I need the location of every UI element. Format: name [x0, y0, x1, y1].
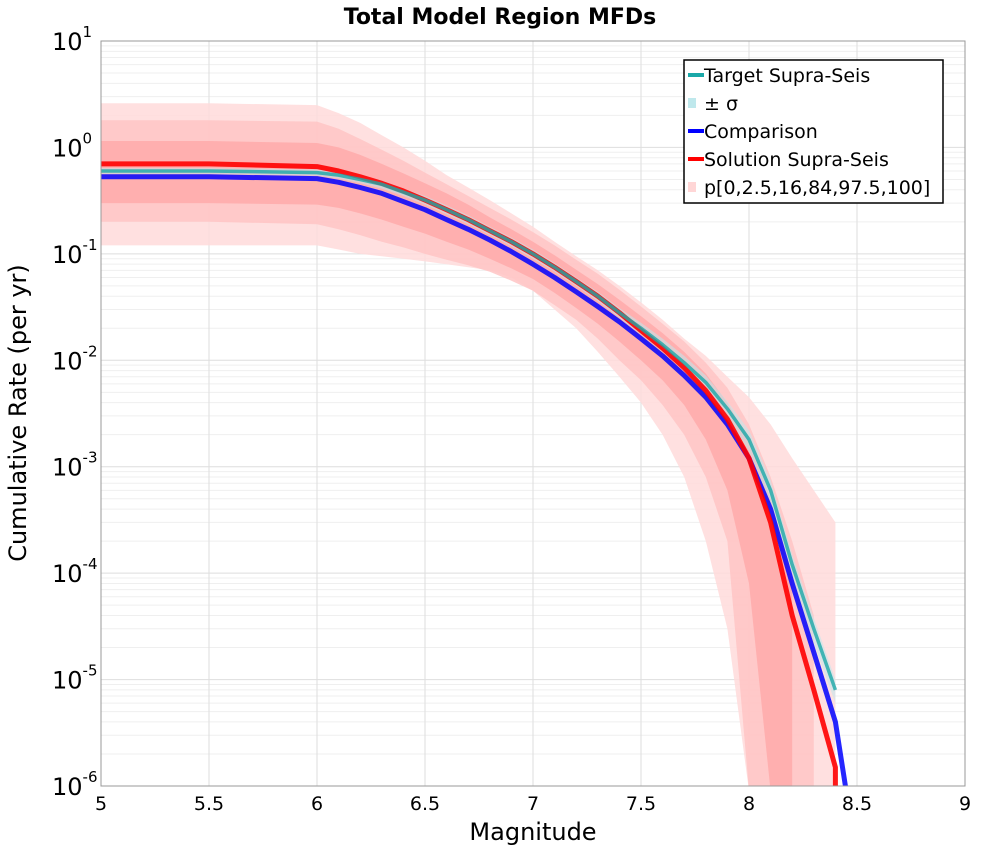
y-tick-label: 101	[52, 23, 92, 56]
x-tick-label: 7.5	[626, 793, 656, 815]
legend-label: p[0,2.5,16,84,97.5,100]	[704, 177, 930, 199]
legend-label: Comparison	[704, 121, 818, 143]
legend-label: Solution Supra-Seis	[704, 149, 889, 171]
y-tick-label: 10-1	[52, 236, 98, 269]
legend-label: Target Supra-Seis	[703, 65, 870, 87]
legend-box	[683, 59, 944, 204]
y-axis-title: Cumulative Rate (per yr)	[4, 264, 32, 562]
series-target-line	[101, 169, 838, 691]
x-tick-label: 5	[95, 793, 107, 815]
y-tick-label: 10-6	[52, 768, 98, 801]
y-tick-label: 10-4	[52, 555, 98, 588]
legend-swatch	[688, 182, 696, 192]
plot-frame	[100, 40, 966, 787]
x-tick-label: 6	[311, 793, 323, 815]
y-tick-label: 10-3	[52, 449, 98, 482]
x-tick-label: 8.5	[842, 793, 872, 815]
legend-label: ± σ	[704, 93, 738, 115]
chart-title: Total Model Region MFDs	[344, 5, 657, 30]
x-tick-label: 7	[527, 793, 539, 815]
y-tick-labels: 10-6 10-5 10-4 10-3 10-2 10-1 100 101	[52, 23, 98, 801]
x-tick-label: 5.5	[194, 793, 224, 815]
x-tick-label: 9	[959, 793, 971, 815]
y-tick-label: 10-2	[52, 342, 98, 375]
x-tick-label: 8	[743, 793, 755, 815]
legend-swatch	[688, 98, 696, 108]
y-tick-label: 100	[52, 129, 92, 162]
x-tick-label: 6.5	[410, 793, 440, 815]
legend: Target Supra-Seis ± σ Comparison Solution S…	[683, 59, 944, 204]
x-axis-title: Magnitude	[469, 818, 596, 846]
line-layer	[101, 161, 848, 786]
band-p16-84	[101, 141, 793, 786]
x-tick-labels: 5 5.5 6 6.5 7 7.5 8 8.5 9	[95, 793, 971, 815]
y-tick-label: 10-5	[52, 662, 98, 695]
